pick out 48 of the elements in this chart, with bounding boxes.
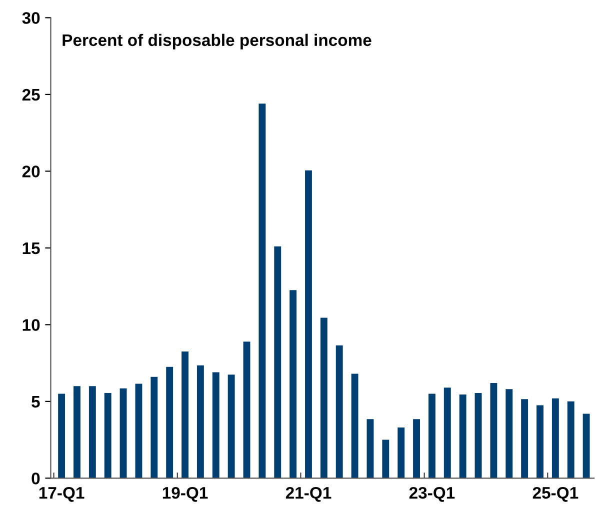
bar (228, 374, 235, 478)
bar (258, 104, 266, 478)
bar (366, 419, 374, 478)
bar (351, 374, 358, 478)
bar (413, 419, 420, 478)
x-tick-label: 19-Q1 (162, 486, 208, 502)
text: Percent of disposable personal income (62, 34, 372, 50)
x-tick-label: 21-Q1 (286, 486, 332, 502)
y-tick-label: 20 (22, 166, 40, 178)
bar (58, 394, 66, 478)
bar (474, 392, 482, 478)
bar (459, 394, 466, 478)
bar (336, 345, 343, 478)
bar (552, 398, 559, 478)
bar (135, 384, 142, 478)
x-tick-label: 23-Q1 (409, 486, 455, 502)
bar (506, 389, 513, 478)
x-tick-label: 25-Q1 (532, 486, 578, 502)
bar (444, 388, 451, 478)
bar (150, 376, 158, 478)
bar (490, 383, 498, 478)
bar (428, 394, 436, 478)
y-tick-label: 0 (32, 472, 40, 484)
bar (320, 318, 328, 478)
bar (182, 352, 188, 478)
bar (567, 401, 574, 478)
y-tick-label: 10 (22, 319, 40, 331)
bar (243, 342, 250, 478)
bar (382, 440, 390, 478)
bar (305, 170, 312, 478)
y-tick-label: 25 (22, 88, 40, 101)
bar (104, 392, 112, 478)
y-tick-label: 30 (22, 12, 40, 24)
bar (120, 388, 127, 478)
bar (74, 386, 80, 478)
y-tick-label: 5 (32, 396, 40, 408)
bar (521, 399, 528, 478)
bar (274, 246, 282, 478)
bar (196, 365, 204, 478)
bar (88, 386, 96, 478)
x-tick-label: 17-Q1 (39, 486, 84, 502)
bar (398, 428, 405, 478)
bar (536, 405, 544, 478)
y-tick-label: 15 (22, 242, 40, 254)
bar (582, 414, 590, 478)
bar (212, 372, 220, 478)
bar (290, 290, 297, 478)
bar (166, 366, 174, 478)
